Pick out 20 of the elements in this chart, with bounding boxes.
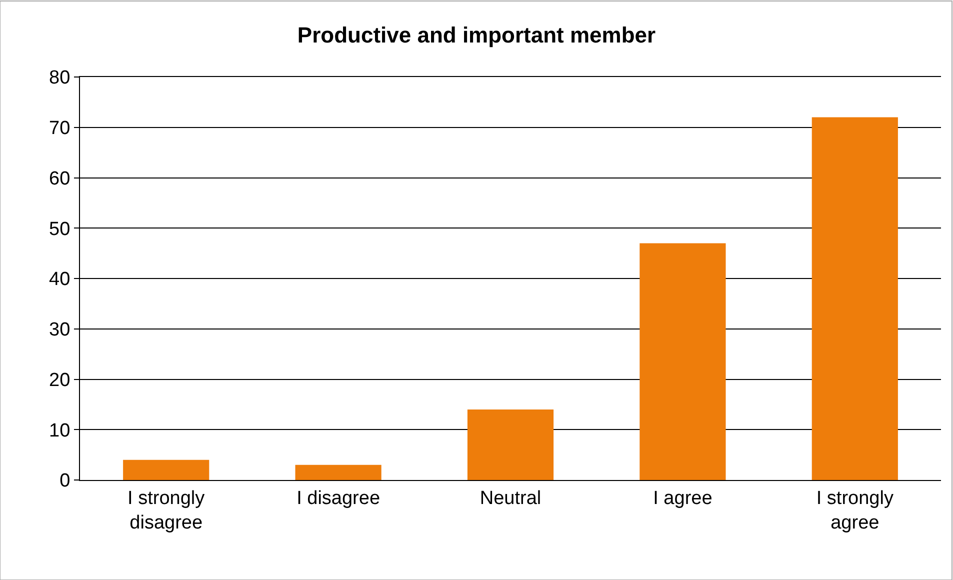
y-tick-label: 60: [49, 168, 70, 190]
x-tick-label: I disagree: [296, 488, 380, 509]
x-tick-label: Neutral: [480, 488, 542, 509]
y-tick-label: 10: [49, 420, 70, 442]
chart-title: Productive and important member: [297, 22, 656, 48]
y-tick-label: 40: [49, 269, 70, 290]
x-tick-label: I agree: [653, 488, 712, 509]
y-tick-label: 70: [49, 118, 70, 140]
y-tick-label: 30: [49, 320, 70, 341]
y-tick-label: 50: [49, 218, 70, 240]
bar: [467, 409, 554, 480]
bar: [295, 464, 382, 480]
y-tick-label: 80: [49, 68, 70, 89]
x-tick-label: I strongly disagree: [128, 488, 206, 534]
y-tick-label: 0: [60, 470, 70, 492]
bar: [123, 460, 210, 480]
y-tick-label: 20: [49, 370, 70, 391]
bar: [812, 117, 898, 480]
bar: [640, 243, 726, 480]
x-tick-label: I strongly agree: [816, 488, 894, 534]
